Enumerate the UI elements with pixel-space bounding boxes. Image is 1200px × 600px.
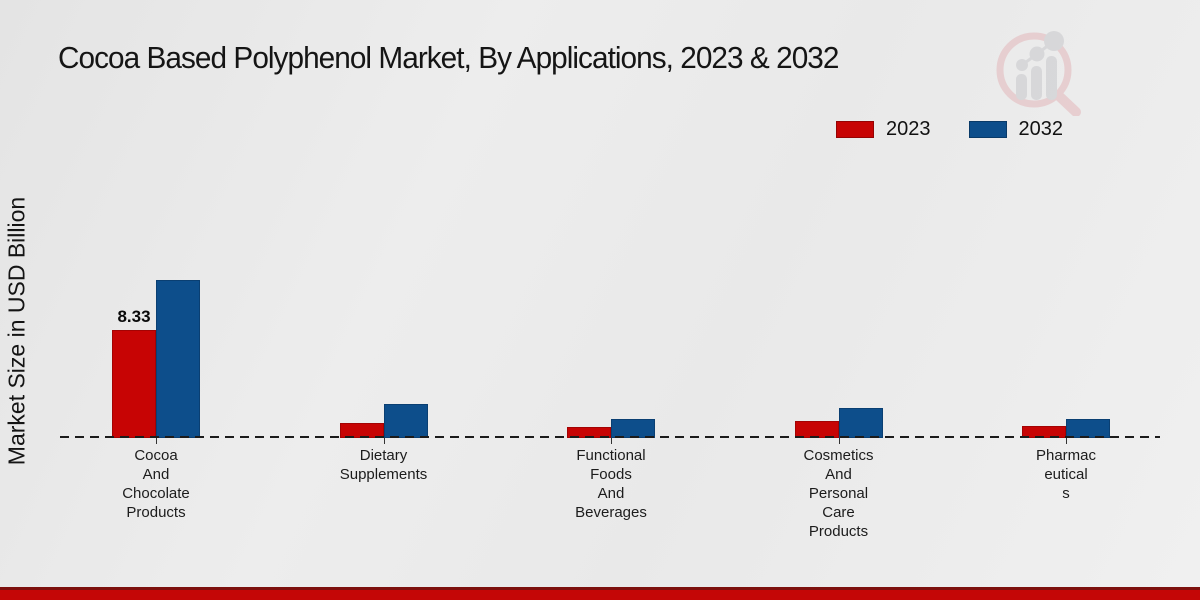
bar-2032	[383, 404, 428, 438]
chart-title: Cocoa Based Polyphenol Market, By Applic…	[58, 40, 839, 75]
legend-label-2023: 2023	[886, 118, 931, 140]
bar-2032	[156, 280, 200, 438]
x-axis-baseline	[60, 436, 1160, 438]
category-label: Cosmetics And Personal Care Products	[803, 447, 874, 540]
x-axis-tick	[611, 438, 612, 444]
bar-2032	[838, 408, 883, 438]
category-label: Functional Foods And Beverages	[575, 447, 647, 521]
category-label: Dietary Supplements	[339, 447, 428, 483]
footer-accent-bar	[0, 587, 1200, 600]
legend-item-2023: 2023	[836, 118, 931, 141]
legend-label-2032: 2032	[1018, 118, 1064, 140]
legend-swatch-2032	[968, 121, 1007, 138]
legend: 2023 2032	[836, 118, 1063, 141]
category-label: Cocoa And Chocolate Products	[122, 447, 190, 521]
x-axis-tick	[838, 438, 840, 444]
bar-value-label: 8.33	[117, 307, 151, 326]
x-axis-tick	[1066, 438, 1067, 444]
market-research-magnifier-logo-icon	[996, 31, 1081, 116]
legend-item-2032: 2032	[968, 118, 1064, 141]
bar-2023	[112, 330, 156, 438]
x-axis-tick	[383, 438, 385, 444]
x-axis-tick	[156, 438, 157, 444]
legend-swatch-2023	[836, 121, 874, 138]
category-label: Pharmac eutical s	[1035, 447, 1097, 502]
